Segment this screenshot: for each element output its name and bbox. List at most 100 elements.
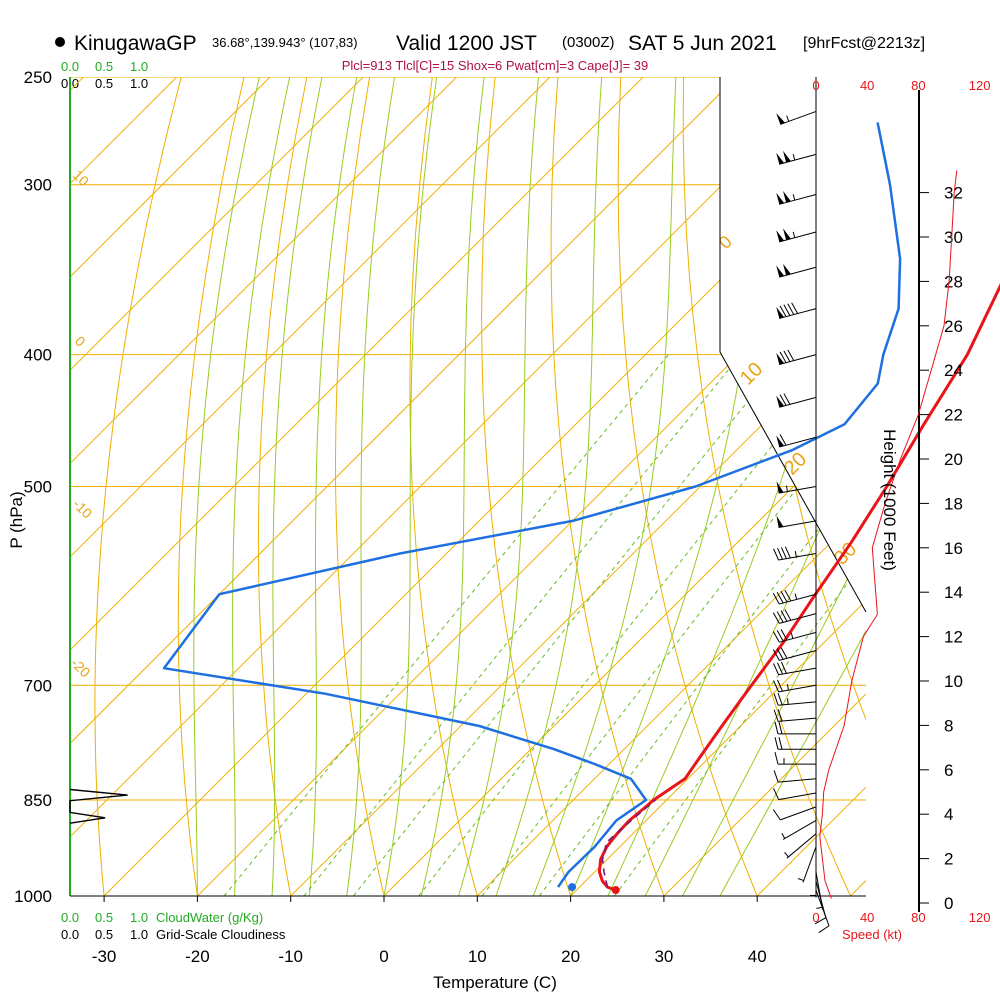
isotherm [850, 77, 866, 896]
wind-barb-staff [779, 396, 817, 408]
wind-barb-flag [783, 150, 791, 163]
wind-barb-full [780, 629, 788, 641]
wind-barb-full [780, 661, 787, 674]
cloud-water-tick-top: 0.0 [61, 59, 79, 74]
wind-barb-full [773, 548, 780, 561]
wind-barb-staff [786, 833, 817, 859]
speed-tick-label: 80 [911, 910, 925, 925]
wind-barb-staff [780, 806, 817, 821]
wind-barb-half [792, 154, 796, 161]
p-tick-label: 500 [24, 478, 52, 497]
station-bullet-icon [55, 37, 65, 47]
speed-tick-label: 80 [911, 78, 925, 93]
speed-tick-label: 120 [969, 910, 991, 925]
mixing-ratio-label: 3 [346, 902, 364, 918]
p-tick-label: 400 [24, 346, 52, 365]
wind-barb-full [772, 592, 780, 605]
x-tick-label: 40 [748, 947, 767, 966]
height-tick-label: 4 [944, 805, 953, 824]
wind-barb-full [773, 770, 779, 783]
moist-adiabat [532, 77, 677, 896]
wind-barb-staff [779, 631, 817, 643]
cloud-water-tick-top: 0.5 [95, 59, 113, 74]
isotherm [383, 77, 866, 896]
height-tick-label: 2 [944, 850, 953, 869]
speed-tick-label: 0 [812, 78, 819, 93]
wind-barb-staff [778, 778, 817, 783]
wind-barb-full [791, 302, 799, 314]
x-tick-label: -30 [92, 947, 117, 966]
cloud-water-tick-bottom: 0.5 [95, 910, 113, 925]
cloud-cover-tick-top: 0.5 [95, 76, 113, 91]
height-axis-title: Height (1000 Feet) [880, 429, 899, 571]
y-axis-title: P (hPa) [7, 491, 26, 548]
mixing-ratio-line [353, 354, 786, 896]
cloud-cover-tick-bottom: 0.5 [95, 927, 113, 942]
height-tick-label: 20 [944, 450, 963, 469]
wind-barb-staff [778, 684, 817, 693]
isotherm [197, 77, 866, 896]
wind-barb [784, 833, 817, 859]
height-tick-label: 12 [944, 628, 963, 647]
wind-barb-staff [779, 193, 817, 205]
isotherm [70, 77, 364, 896]
wind-barb-full [773, 693, 779, 706]
wind-barb [776, 349, 817, 365]
wind-barb [776, 515, 817, 529]
moist-adiabat [719, 77, 866, 896]
wind-barb-half [786, 115, 790, 122]
wind-barb [776, 434, 817, 448]
wind-barb-full [780, 547, 787, 559]
dry-adiabat [334, 77, 385, 896]
cloud-water-tick-bottom: 1.0 [130, 910, 148, 925]
wind-barb-staff [778, 717, 817, 722]
wind-barb-full [776, 591, 784, 604]
wind-barb-full [778, 737, 783, 750]
wind-barb-full [772, 631, 780, 643]
wind-barb-flag [776, 435, 785, 448]
isotherm-label: 0 [715, 232, 736, 253]
wind-barb-half [792, 231, 796, 238]
cloud-water-profile [69, 788, 128, 824]
dry-adiabat [257, 77, 308, 896]
wind-barb-full [776, 611, 784, 623]
speed-tick-label: 120 [969, 78, 991, 93]
height-tick-label: 14 [944, 583, 963, 602]
height-tick-label: 6 [944, 761, 953, 780]
x-tick-label: -10 [278, 947, 303, 966]
wind-barb-staff [779, 650, 817, 661]
wind-barb-staff [778, 486, 817, 494]
valid-time: Valid 1200 JST [396, 32, 537, 55]
wind-barb-full [783, 350, 791, 362]
wind-barb-staff [779, 593, 817, 605]
wind-barb-full [772, 809, 781, 821]
wind-barb-half [794, 550, 797, 558]
dry-adiabat [177, 77, 245, 896]
wind-barb [773, 661, 817, 676]
wind-barb-staff [802, 846, 817, 883]
wind-barb-full [814, 917, 827, 925]
wind-barb [773, 709, 817, 722]
mixing-ratio-line [614, 354, 866, 896]
wind-barb [776, 190, 817, 205]
wind-barb [773, 770, 817, 783]
wind-barb-half [816, 906, 823, 909]
wind-barb [774, 752, 816, 765]
wind-barb-full [776, 630, 784, 642]
wind-barb [810, 859, 817, 898]
dry-adiabat [808, 77, 866, 896]
wind-barb-full [787, 349, 795, 361]
mixing-ratio-line [223, 354, 669, 896]
wind-barb-full [777, 662, 783, 675]
wind-barb-full [784, 546, 791, 559]
wind-barb-flag [776, 265, 785, 278]
moist-adiabat [644, 77, 866, 896]
parcel-line [601, 799, 656, 888]
wind-panel: 0246810121416182022242628303200404080801… [772, 77, 991, 934]
wind-barb-staff [815, 871, 824, 910]
height-tick-label: 28 [944, 272, 963, 291]
moist-adiabat [193, 77, 260, 896]
isotherm [70, 77, 551, 896]
